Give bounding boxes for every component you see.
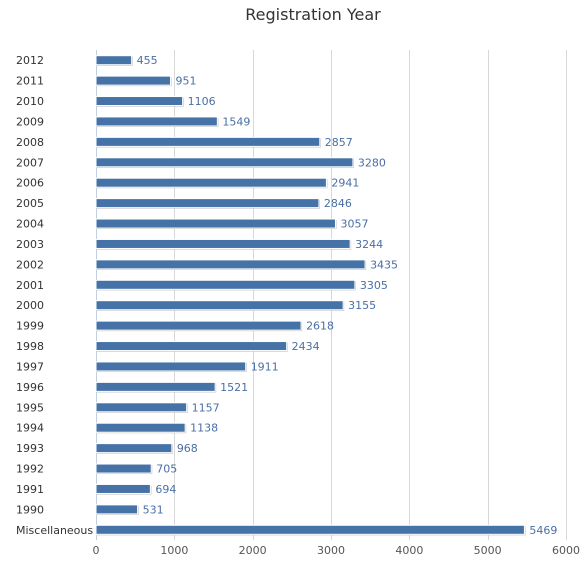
chart-title: Registration Year	[245, 5, 381, 24]
data-label: 455	[137, 54, 158, 67]
bar-2006[interactable]	[95, 177, 327, 188]
bar-1994[interactable]	[95, 422, 186, 433]
data-label: 2857	[325, 136, 353, 149]
bar-2005[interactable]	[95, 198, 320, 209]
category-label: 1999	[16, 320, 44, 333]
x-tick-label: 6000	[552, 544, 580, 557]
category-label: 2008	[16, 136, 44, 149]
bar-1991[interactable]	[95, 483, 151, 494]
data-label: 2434	[292, 340, 320, 353]
bar-2012[interactable]	[95, 55, 133, 66]
bar-2009[interactable]	[95, 116, 218, 127]
bar-2001[interactable]	[95, 279, 356, 290]
data-label: 3280	[358, 156, 386, 169]
data-label: 1911	[251, 360, 279, 373]
category-label: 2009	[16, 115, 44, 128]
data-label: 1106	[188, 95, 216, 108]
bar-2000[interactable]	[95, 300, 344, 311]
category-label: 2001	[16, 279, 44, 292]
x-tick-label: 4000	[395, 544, 423, 557]
data-label: 3244	[355, 238, 383, 251]
data-label: 3435	[370, 258, 398, 271]
gridlines	[96, 50, 567, 540]
bar-1995[interactable]	[95, 402, 188, 413]
bar-1997[interactable]	[95, 361, 247, 372]
bar-1993[interactable]	[95, 443, 173, 454]
category-label: 1991	[16, 483, 44, 496]
category-label: 2007	[16, 156, 44, 169]
category-label: 1990	[16, 503, 44, 516]
x-tick-label: 5000	[474, 544, 502, 557]
bar-2002[interactable]	[95, 259, 366, 270]
data-label: 5469	[529, 524, 557, 537]
category-label: 2003	[16, 238, 44, 251]
bar-1990[interactable]	[95, 504, 139, 515]
data-label: 705	[156, 463, 177, 476]
category-label: 1993	[16, 442, 44, 455]
category-label: 1997	[16, 360, 44, 373]
category-label: 2012	[16, 54, 44, 67]
bar-miscellaneous[interactable]	[95, 524, 525, 535]
bars	[95, 55, 526, 536]
x-tick-label: 2000	[239, 544, 267, 557]
bar-2010[interactable]	[95, 96, 184, 107]
value-labels: 455 951 1106 1549 2857 3280 2941 2846 3057 3244 34…	[137, 54, 558, 537]
category-label: 2006	[16, 177, 44, 190]
data-label: 3057	[340, 218, 368, 231]
category-label: 2000	[16, 299, 44, 312]
data-label: 951	[175, 75, 196, 88]
category-label: 1992	[16, 463, 44, 476]
bar-1999[interactable]	[95, 320, 302, 331]
category-label: 1998	[16, 340, 44, 353]
data-label: 531	[143, 503, 164, 516]
category-label: Miscellaneous	[16, 524, 93, 537]
bar-2008[interactable]	[95, 136, 321, 147]
category-label: 2010	[16, 95, 44, 108]
x-tick-label: 1000	[160, 544, 188, 557]
data-label: 1521	[220, 381, 248, 394]
data-label: 1157	[192, 401, 220, 414]
data-label: 2941	[331, 177, 359, 190]
category-labels: 2012 2011 2010 2009 2008 2007 2006 2005 2004 2003…	[16, 54, 93, 537]
data-label: 1138	[190, 422, 218, 435]
bar-2011[interactable]	[95, 75, 171, 86]
data-label: 968	[177, 442, 198, 455]
category-label: 2011	[16, 75, 44, 88]
x-tick-label: 3000	[317, 544, 345, 557]
category-label: 2002	[16, 258, 44, 271]
data-label: 3155	[348, 299, 376, 312]
bar-2003[interactable]	[95, 238, 351, 249]
bar-1992[interactable]	[95, 463, 152, 474]
data-label: 694	[155, 483, 176, 496]
data-label: 3305	[360, 279, 388, 292]
bar-1998[interactable]	[95, 341, 288, 352]
category-label: 1996	[16, 381, 44, 394]
bar-2007[interactable]	[95, 157, 354, 168]
data-label: 2846	[324, 197, 352, 210]
category-label: 2005	[16, 197, 44, 210]
data-label: 2618	[306, 320, 334, 333]
x-tick-label: 0	[93, 544, 100, 557]
bar-1996[interactable]	[95, 381, 216, 392]
category-label: 1995	[16, 401, 44, 414]
data-label: 1549	[222, 115, 250, 128]
x-axis-tick-labels: 0 1000 2000 3000 4000 5000 6000	[93, 544, 581, 557]
category-label: 2004	[16, 218, 44, 231]
bar-2004[interactable]	[95, 218, 336, 229]
category-label: 1994	[16, 422, 44, 435]
